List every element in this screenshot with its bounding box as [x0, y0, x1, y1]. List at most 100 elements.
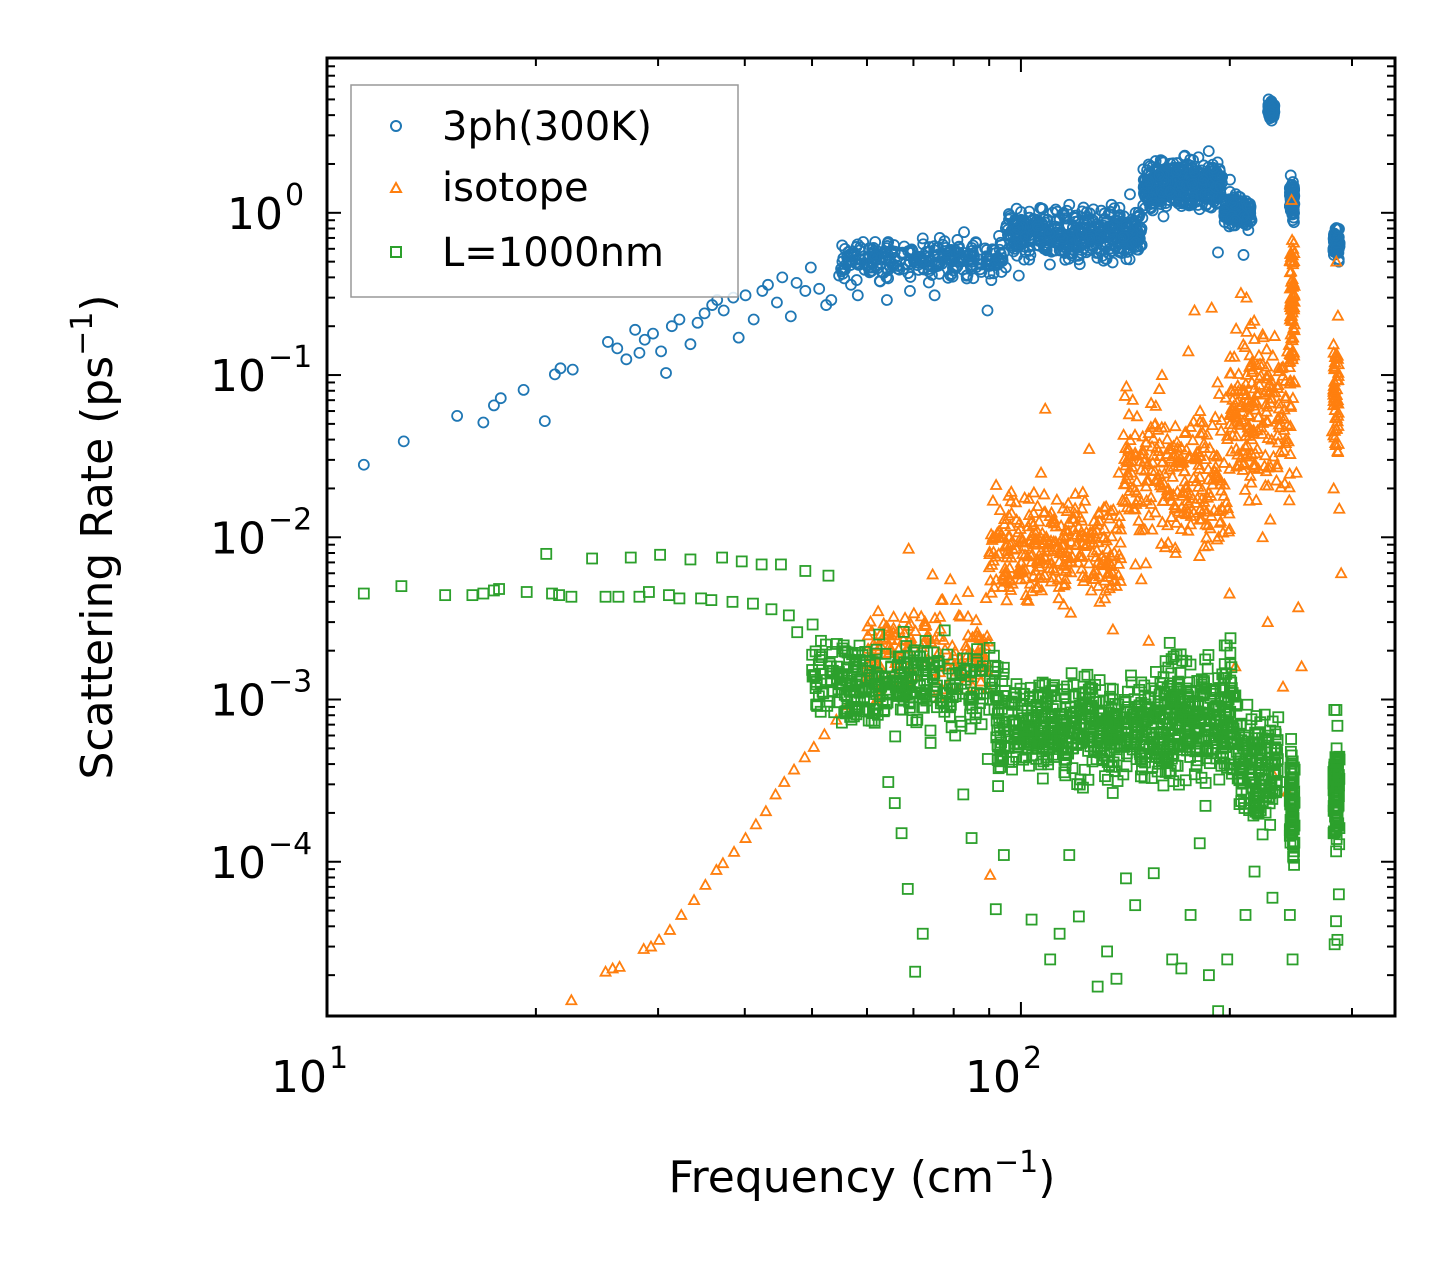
- data-point-triangle: [1168, 501, 1182, 514]
- data-point-circle: [1003, 208, 1015, 220]
- data-point-circle: [853, 244, 866, 257]
- data-point-triangle: [1029, 581, 1043, 593]
- data-point-circle: [904, 285, 916, 297]
- data-point-square: [1267, 767, 1280, 780]
- data-point-triangle: [759, 804, 773, 817]
- data-point-circle: [880, 294, 893, 306]
- data-point-triangle: [1134, 572, 1148, 585]
- data-point-triangle: [1266, 348, 1280, 361]
- data-point-triangle: [1178, 426, 1192, 438]
- data-point-triangle: [1260, 359, 1274, 372]
- data-point-circle: [836, 239, 849, 252]
- data-point-triangle: [1044, 515, 1058, 528]
- data-point-square: [1180, 682, 1193, 695]
- x-axis-label-text: Frequency (cm: [669, 1152, 995, 1203]
- data-point-circle: [1164, 185, 1177, 198]
- data-point-square: [941, 686, 954, 699]
- data-point-square: [1285, 745, 1297, 758]
- data-point-triangle: [1208, 410, 1222, 422]
- data-point-square: [1111, 708, 1124, 721]
- data-point-circle: [957, 251, 969, 264]
- data-point-circle: [1187, 186, 1199, 199]
- data-point-circle: [922, 276, 935, 289]
- data-point-square: [955, 719, 968, 732]
- data-point-triangle: [1002, 580, 1016, 592]
- data-point-square: [994, 761, 1007, 773]
- data-point-triangle: [1271, 410, 1285, 423]
- data-point-square: [845, 672, 858, 684]
- data-point-square: [1240, 786, 1253, 799]
- data-point-triangle: [1123, 433, 1137, 446]
- data-point-circle: [1035, 233, 1047, 246]
- data-point-triangle: [1228, 410, 1242, 422]
- data-point-square: [755, 558, 768, 571]
- data-point-triangle: [1270, 460, 1284, 473]
- data-point-square: [875, 680, 888, 693]
- data-point-square: [1129, 715, 1142, 728]
- data-point-triangle: [871, 604, 885, 617]
- data-point-triangle: [1155, 368, 1169, 380]
- data-point-square: [822, 569, 835, 582]
- data-point-circle: [1126, 236, 1138, 249]
- data-point-circle: [1019, 231, 1032, 243]
- data-point-square: [1266, 891, 1279, 904]
- data-point-triangle: [1283, 419, 1297, 432]
- data-point-square: [1232, 742, 1245, 755]
- data-point-square: [1193, 741, 1206, 754]
- data-point-triangle: [1161, 518, 1175, 531]
- data-point-triangle: [1018, 548, 1032, 560]
- data-point-triangle: [1282, 493, 1296, 506]
- data-point-triangle: [1245, 424, 1259, 437]
- data-point-triangle: [1082, 442, 1096, 454]
- series-circle: [357, 93, 1346, 471]
- data-point-square: [1190, 726, 1203, 738]
- data-point-circle: [1139, 202, 1152, 214]
- data-point-circle: [1153, 169, 1166, 182]
- data-point-circle: [910, 254, 923, 267]
- data-point-triangle: [1265, 391, 1279, 404]
- data-point-triangle: [1285, 333, 1299, 346]
- data-point-square: [1193, 837, 1206, 850]
- data-point-square: [1061, 680, 1073, 693]
- data-point-circle: [804, 261, 817, 274]
- data-point-square: [1157, 779, 1170, 792]
- data-point-square: [1037, 742, 1050, 755]
- data-point-square: [949, 690, 962, 703]
- data-point-square: [1129, 899, 1142, 912]
- data-point-circle: [836, 255, 849, 268]
- data-point-square: [1138, 771, 1151, 784]
- y-tick-exp: 0: [285, 178, 304, 213]
- data-point-triangle: [1090, 543, 1104, 556]
- data-point-triangle: [1197, 539, 1211, 552]
- data-point-square: [1078, 670, 1091, 683]
- data-point-triangle: [1097, 500, 1111, 513]
- data-point-circle: [517, 383, 530, 396]
- data-point-triangle: [1205, 418, 1219, 431]
- data-point-triangle: [1283, 254, 1297, 266]
- data-point-circle: [665, 320, 678, 333]
- data-point-circle: [1224, 173, 1236, 186]
- data-point-circle: [1207, 161, 1219, 174]
- data-point-circle: [960, 269, 973, 282]
- data-point-circle: [1031, 213, 1044, 226]
- data-point-triangle: [1011, 566, 1025, 579]
- data-point-circle: [866, 248, 879, 260]
- data-point-triangle: [1210, 466, 1224, 479]
- data-point-triangle: [1279, 389, 1293, 402]
- data-point-circle: [1011, 221, 1024, 234]
- data-point-square: [1010, 718, 1023, 731]
- data-point-circle: [1099, 236, 1112, 248]
- data-point-triangle: [1112, 547, 1126, 560]
- data-point-circle: [451, 409, 464, 422]
- data-point-triangle: [1279, 391, 1293, 404]
- data-point-triangle: [1286, 241, 1300, 254]
- data-point-circle: [566, 363, 579, 376]
- data-point-triangle: [1268, 329, 1282, 341]
- data-point-square: [1081, 668, 1094, 681]
- data-point-triangle: [1265, 432, 1279, 445]
- data-point-square: [1229, 698, 1242, 710]
- data-point-circle: [866, 264, 878, 277]
- data-point-triangle: [1329, 254, 1343, 267]
- y-tick-base: 10: [227, 189, 283, 240]
